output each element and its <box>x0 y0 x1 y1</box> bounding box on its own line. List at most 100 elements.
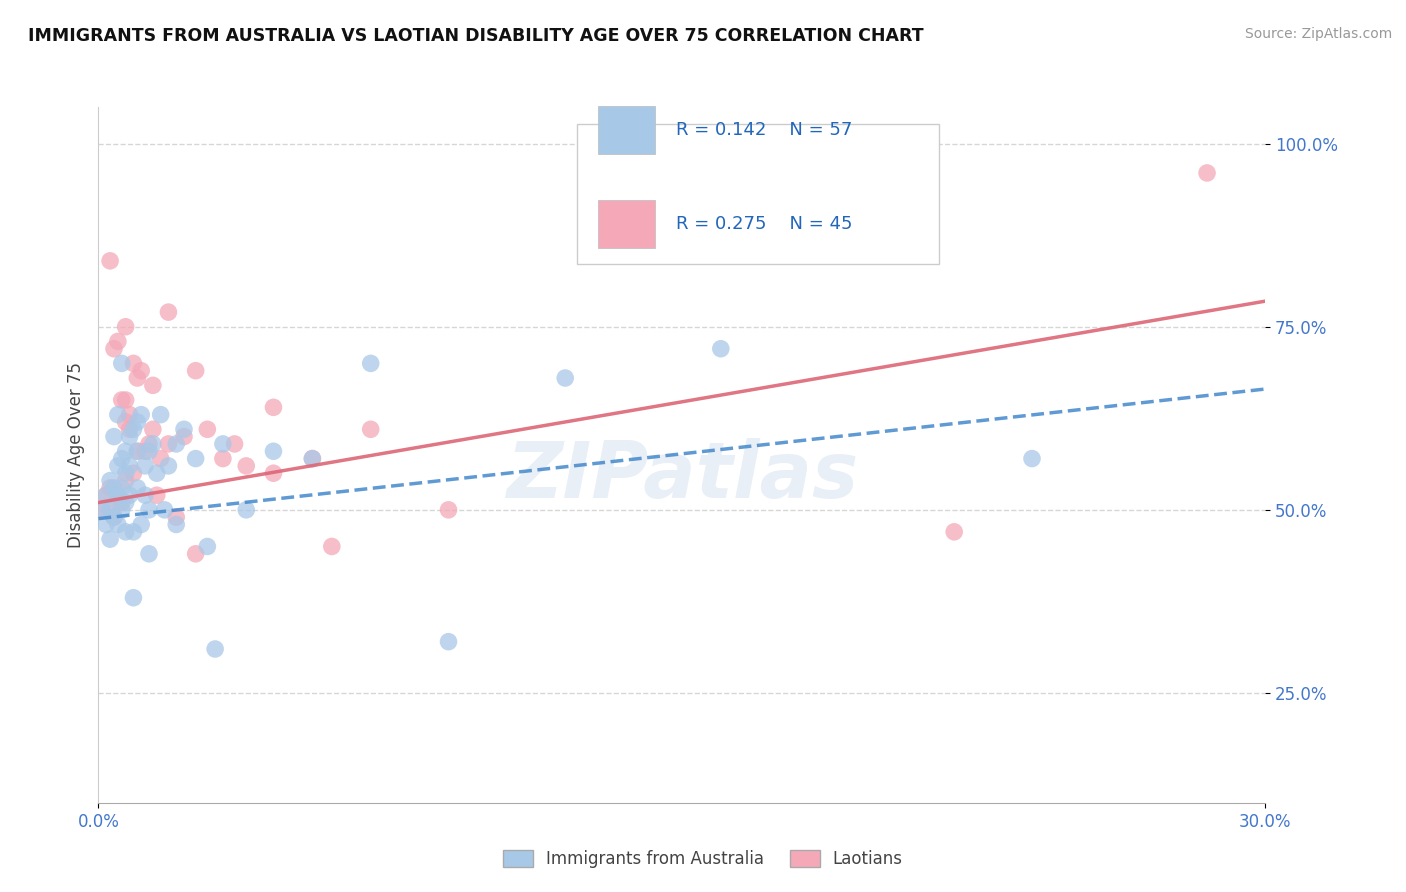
Point <box>142 422 165 436</box>
Point <box>212 451 235 466</box>
Y-axis label: Disability Age Over 75: Disability Age Over 75 <box>66 362 84 548</box>
Point <box>114 415 136 429</box>
Point <box>103 510 125 524</box>
Point <box>111 392 134 407</box>
Point <box>157 305 180 319</box>
Point <box>149 451 172 466</box>
Point <box>118 422 141 436</box>
Text: ZIPatlas: ZIPatlas <box>506 438 858 514</box>
Point <box>301 451 323 466</box>
Point <box>321 540 343 554</box>
Point <box>118 488 141 502</box>
FancyBboxPatch shape <box>598 200 655 248</box>
Point <box>114 392 136 407</box>
Point <box>142 378 165 392</box>
Point <box>134 444 156 458</box>
FancyBboxPatch shape <box>576 124 939 263</box>
Point <box>146 467 169 481</box>
Point <box>107 334 129 349</box>
Point <box>98 532 121 546</box>
Point <box>103 510 125 524</box>
Point <box>114 524 136 539</box>
Point <box>195 422 218 436</box>
Point <box>360 356 382 370</box>
Text: IMMIGRANTS FROM AUSTRALIA VS LAOTIAN DISABILITY AGE OVER 75 CORRELATION CHART: IMMIGRANTS FROM AUSTRALIA VS LAOTIAN DIS… <box>28 27 924 45</box>
Point <box>554 371 576 385</box>
Point <box>107 458 129 473</box>
Point <box>96 488 118 502</box>
Point <box>153 503 176 517</box>
Point <box>96 517 118 532</box>
Point <box>235 458 257 473</box>
Point <box>127 415 149 429</box>
Point <box>129 408 152 422</box>
Point <box>173 429 195 443</box>
Point <box>103 481 125 495</box>
Point <box>103 342 125 356</box>
Point <box>122 422 145 436</box>
Point <box>157 437 180 451</box>
Point <box>122 356 145 370</box>
Point <box>114 467 136 481</box>
Point <box>114 319 136 334</box>
Point <box>111 451 134 466</box>
Point <box>107 517 129 532</box>
Point <box>107 488 129 502</box>
Point <box>96 488 118 502</box>
Point <box>111 356 134 370</box>
Point <box>195 540 218 554</box>
Point <box>118 429 141 443</box>
Point <box>224 437 246 451</box>
Point <box>360 422 382 436</box>
Point <box>103 429 125 443</box>
Point <box>184 451 207 466</box>
Legend: Immigrants from Australia, Laotians: Immigrants from Australia, Laotians <box>496 843 910 875</box>
Point <box>134 488 156 502</box>
Point <box>122 467 145 481</box>
Point <box>118 458 141 473</box>
Point <box>129 517 152 532</box>
Point <box>134 458 156 473</box>
Point <box>165 510 187 524</box>
Point <box>1021 451 1043 466</box>
Point <box>1195 166 1218 180</box>
Point <box>127 481 149 495</box>
Point <box>127 444 149 458</box>
Point <box>235 503 257 517</box>
Point <box>111 481 134 495</box>
Point <box>138 503 160 517</box>
Point <box>173 422 195 436</box>
Point <box>138 437 160 451</box>
Point <box>157 458 180 473</box>
Point <box>184 364 207 378</box>
Point <box>710 342 733 356</box>
Point <box>204 642 226 657</box>
Point <box>114 495 136 509</box>
Point <box>146 488 169 502</box>
Point <box>262 444 284 458</box>
Point <box>114 474 136 488</box>
Point <box>138 444 160 458</box>
Point <box>98 481 121 495</box>
Point <box>111 495 134 509</box>
Point <box>127 444 149 458</box>
Point <box>111 503 134 517</box>
Point <box>127 371 149 385</box>
Point <box>437 634 460 648</box>
Point <box>107 408 129 422</box>
Point <box>122 591 145 605</box>
Point <box>114 444 136 458</box>
Point <box>165 437 187 451</box>
Point <box>262 467 284 481</box>
Point <box>91 503 114 517</box>
Point <box>107 495 129 509</box>
Point <box>212 437 235 451</box>
Text: Source: ZipAtlas.com: Source: ZipAtlas.com <box>1244 27 1392 41</box>
Point <box>98 474 121 488</box>
FancyBboxPatch shape <box>598 105 655 153</box>
Point <box>98 503 121 517</box>
Point <box>91 503 114 517</box>
Point <box>122 524 145 539</box>
Point <box>437 503 460 517</box>
Point <box>301 451 323 466</box>
